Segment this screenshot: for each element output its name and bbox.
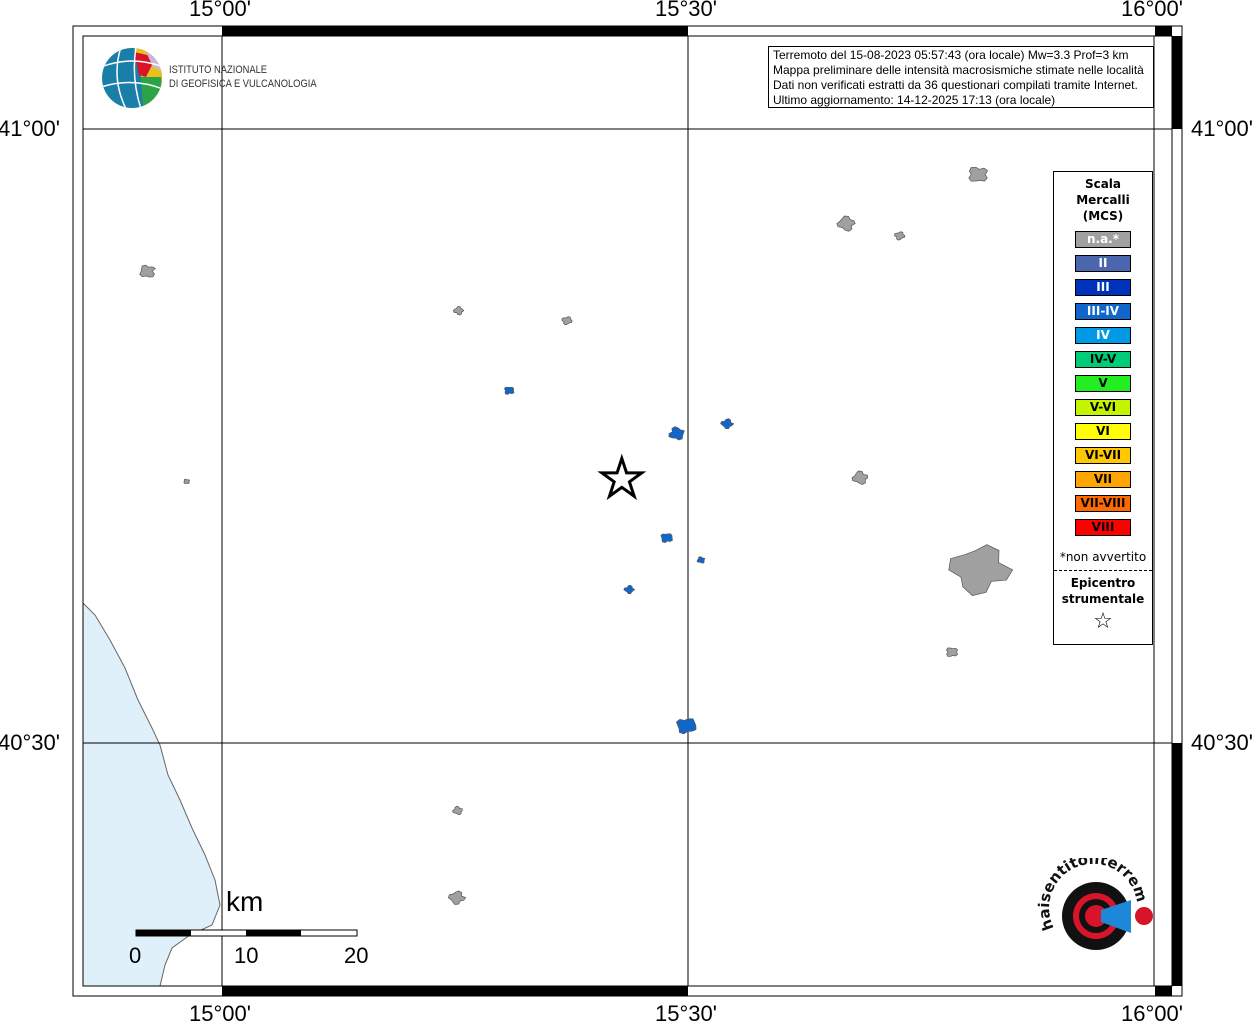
scalebar-label-20: 20 xyxy=(344,943,369,968)
lon-tick-label-top: 16°00' xyxy=(1121,0,1183,21)
lon-tick-label-bottom: 15°30' xyxy=(655,1001,717,1026)
sea xyxy=(82,601,221,987)
event-info-box: Terremoto del 15-08-2023 05:57:43 (ora l… xyxy=(768,46,1154,108)
legend-divider xyxy=(1054,570,1152,571)
legend-swatch-2: III xyxy=(1075,279,1131,296)
locality-0 xyxy=(139,264,157,278)
haisentito-logo: haisentitoilterremoto.it xyxy=(1031,844,1154,973)
info-line: Dati non verificati estratti da 36 quest… xyxy=(773,78,1138,92)
locality-7 xyxy=(851,470,869,485)
locality-2 xyxy=(561,316,573,326)
locality-3 xyxy=(183,478,191,484)
locality-12 xyxy=(503,386,515,395)
ingv-logo: ISTITUTO NAZIONALE DI GEOFISICA E VULCAN… xyxy=(101,47,317,113)
legend-swatch-11: VII-VIII xyxy=(1075,495,1131,512)
scalebar-unit: km xyxy=(226,886,264,917)
globe-icon xyxy=(102,48,162,108)
legend-swatch-3: III-IV xyxy=(1075,303,1131,320)
info-line: Ultimo aggiornamento: 14-12-2025 17:13 (… xyxy=(773,93,1056,107)
lat-tick-label-right: 41°00' xyxy=(1191,116,1253,141)
locality-6 xyxy=(968,166,989,182)
legend-note: *non avvertito xyxy=(1059,550,1147,564)
legend-swatch-0: n.a.* xyxy=(1075,231,1131,248)
legend-star-icon: ☆ xyxy=(1093,609,1113,634)
legend-swatch-8: VI xyxy=(1075,423,1131,440)
info-line: Terremoto del 15-08-2023 05:57:43 (ora l… xyxy=(773,48,1129,62)
legend-epicenter-label: Epicentro strumentale xyxy=(1061,576,1145,606)
graticule xyxy=(83,36,1172,986)
legend-swatch-9: VI-VII xyxy=(1075,447,1131,464)
legend-swatch-6: V xyxy=(1075,375,1131,392)
locality-16 xyxy=(696,556,706,564)
legend-swatch-1: II xyxy=(1075,255,1131,272)
ingv-name: ISTITUTO NAZIONALE DI GEOFISICA E VULCAN… xyxy=(169,64,317,90)
lon-tick-label-top: 15°30' xyxy=(655,0,717,21)
localities xyxy=(139,166,1014,905)
legend: Scala Mercalli (MCS) n.a.* II III III-IV IV I… xyxy=(1053,171,1153,645)
locality-11 xyxy=(447,890,467,905)
lat-tick-label-left: 41°00' xyxy=(0,116,60,141)
legend-swatch-12: VIII xyxy=(1075,519,1131,536)
locality-10 xyxy=(452,805,463,816)
legend-swatch-5: IV-V xyxy=(1075,351,1131,368)
locality-9 xyxy=(945,647,959,657)
lat-tick-label-left: 40°30' xyxy=(0,730,60,755)
info-line: Mappa preliminare delle intensità macros… xyxy=(773,63,1144,77)
locality-1 xyxy=(452,306,465,316)
locality-15 xyxy=(660,533,673,543)
epicenter-star-icon: ★ xyxy=(599,449,646,509)
lon-tick-label-bottom: 16°00' xyxy=(1121,1001,1183,1026)
lat-tick-label-right: 40°30' xyxy=(1191,730,1253,755)
scalebar-label-10: 10 xyxy=(234,943,259,968)
locality-8 xyxy=(948,544,1014,596)
locality-18 xyxy=(675,718,697,735)
locality-5 xyxy=(894,231,906,241)
lon-tick-label-top: 15°00' xyxy=(189,0,251,21)
scalebar-label-0: 0 xyxy=(129,943,142,968)
scale-bar xyxy=(135,929,358,937)
lon-tick-label-bottom: 15°00' xyxy=(189,1001,251,1026)
target-icon: haisentitoilterremoto.it xyxy=(1031,844,1153,950)
legend-swatch-4: IV xyxy=(1075,327,1131,344)
legend-swatch-7: V-VI xyxy=(1075,399,1131,416)
legend-swatch-10: VII xyxy=(1075,471,1131,488)
legend-title: Scala Mercalli (MCS) xyxy=(1076,177,1130,223)
locality-4 xyxy=(836,215,856,232)
locality-13 xyxy=(668,426,685,441)
locality-17 xyxy=(623,584,636,595)
locality-14 xyxy=(720,418,735,430)
